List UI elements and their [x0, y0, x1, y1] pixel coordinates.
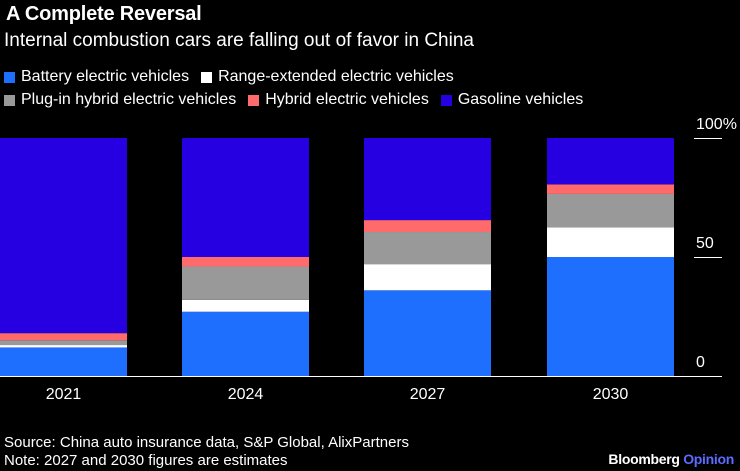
x-tick-label-2024: 2024 [228, 386, 264, 403]
bar-2021-range-extended-electric-vehicles [0, 345, 127, 348]
y-tick-label-100: 100% [696, 116, 737, 133]
bar-2021-battery-electric-vehicles [0, 347, 127, 376]
source-text: Source: China auto insurance data, S&P G… [4, 434, 409, 451]
bloomberg-opinion-logo: Bloomberg Opinion [608, 451, 734, 467]
bar-2030-plug-in-hybrid-electric-vehicles [547, 193, 674, 228]
x-tick-label-2030: 2030 [593, 386, 629, 403]
legend-swatch-range-extended [201, 71, 213, 83]
legend-item-range-extended: Range-extended electric vehicles [201, 68, 454, 86]
bar-2024-plug-in-hybrid-electric-vehicles [182, 266, 309, 300]
bar-2024-gasoline-vehicles [182, 138, 309, 257]
bar-2027-hybrid-electric-vehicles [364, 220, 491, 233]
legend-item-gasoline: Gasoline vehicles [440, 91, 584, 109]
legend-item-plug-in-hybrid: Plug-in hybrid electric vehicles [4, 91, 236, 109]
bar-2021-gasoline-vehicles [0, 138, 127, 334]
legend-label-gasoline: Gasoline vehicles [457, 91, 584, 108]
bar-2021-plug-in-hybrid-electric-vehicles [0, 340, 127, 346]
x-tick-label-2021: 2021 [46, 386, 82, 403]
legend-row-2: Plug-in hybrid electric vehicles Hybrid … [4, 91, 595, 109]
brand-main: Bloomberg [608, 451, 680, 467]
chart-subtitle: Internal combustion cars are falling out… [4, 30, 474, 51]
legend-swatch-hybrid [248, 94, 260, 106]
legend-item-hybrid: Hybrid electric vehicles [248, 91, 429, 109]
legend-row-1: Battery electric vehicles Range-extended… [4, 68, 466, 86]
bar-2024-battery-electric-vehicles [182, 311, 309, 376]
y-tick-label-0: 0 [696, 354, 705, 371]
note-text: Note: 2027 and 2030 figures are estimate… [4, 452, 288, 469]
bars-group [0, 138, 674, 376]
legend-label-hybrid: Hybrid electric vehicles [265, 91, 429, 108]
bar-2027-range-extended-electric-vehicles [364, 264, 491, 291]
axis-group: 2021 2024 2027 2030 0 50 100% [0, 116, 737, 403]
legend-label-plug-in-hybrid: Plug-in hybrid electric vehicles [21, 91, 237, 108]
bar-2030-hybrid-electric-vehicles [547, 184, 674, 194]
legend-label-battery: Battery electric vehicles [21, 68, 190, 85]
legend-label-range-extended: Range-extended electric vehicles [218, 68, 454, 85]
bar-2030-range-extended-electric-vehicles [547, 227, 674, 257]
bar-2024-range-extended-electric-vehicles [182, 299, 309, 312]
bar-2030-battery-electric-vehicles [547, 257, 674, 376]
legend-swatch-battery [4, 71, 15, 83]
bar-2021-hybrid-electric-vehicles [0, 333, 127, 341]
source-note: Source: China auto insurance data, S&P G… [4, 434, 409, 470]
legend-swatch-plug-in-hybrid [4, 94, 15, 106]
legend-item-battery: Battery electric vehicles [4, 68, 189, 86]
x-tick-label-2027: 2027 [410, 386, 446, 403]
legend-swatch-gasoline [440, 94, 452, 106]
bar-2024-hybrid-electric-vehicles [182, 257, 309, 267]
bar-2030-gasoline-vehicles [547, 138, 674, 185]
brand-sub: Opinion [683, 451, 734, 467]
bar-2027-gasoline-vehicles [364, 138, 491, 221]
y-tick-label-50: 50 [696, 235, 714, 252]
bar-2027-plug-in-hybrid-electric-vehicles [364, 232, 491, 265]
chart-title: A Complete Reversal [6, 3, 202, 25]
bar-2027-battery-electric-vehicles [364, 290, 491, 376]
